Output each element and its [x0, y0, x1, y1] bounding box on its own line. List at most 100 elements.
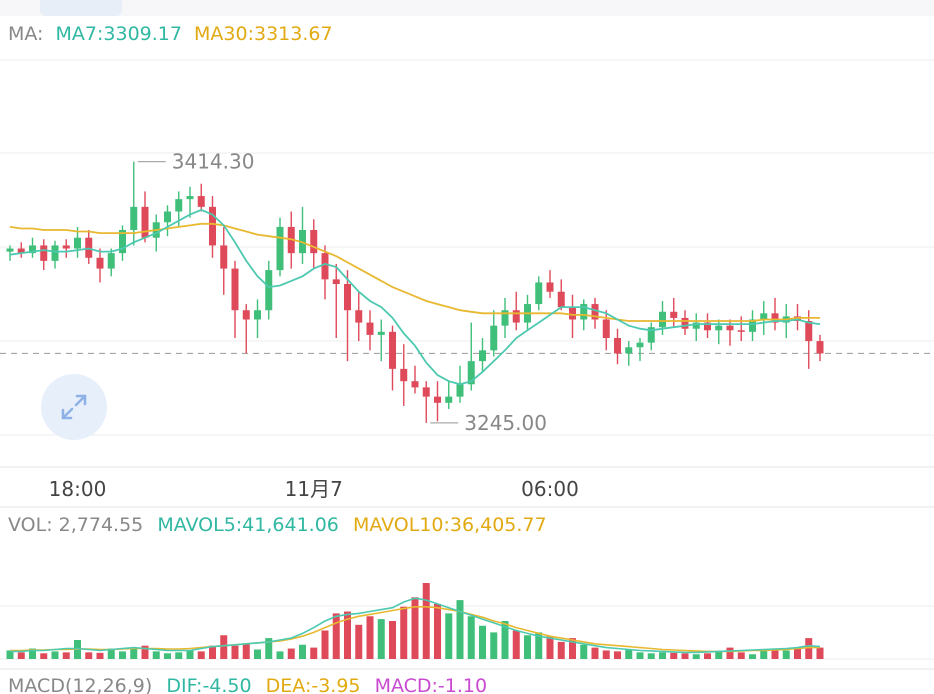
candle-body	[659, 311, 666, 328]
volume-bar	[647, 653, 655, 659]
candle-body	[74, 237, 81, 249]
candle-body	[231, 268, 239, 311]
candle-body	[569, 307, 576, 320]
volume-bar	[299, 644, 306, 659]
volume-bar	[197, 651, 205, 659]
volume-bar	[62, 652, 70, 659]
candle-body	[625, 347, 633, 354]
volume-bar	[625, 649, 633, 659]
volume-bar	[355, 624, 363, 659]
candle-body	[692, 322, 700, 329]
candle-body	[479, 350, 486, 362]
candle-body	[816, 341, 824, 354]
candle-body	[107, 253, 115, 269]
volume-bar	[614, 651, 621, 659]
candle-body	[164, 211, 171, 223]
volume-bar	[692, 654, 700, 659]
candle-body	[276, 226, 284, 271]
candle-body	[726, 325, 734, 331]
x-tick-label: 18:00	[49, 477, 107, 501]
candle-body	[546, 282, 554, 292]
candle-body	[580, 304, 588, 320]
volume-bar	[816, 647, 824, 659]
volume-bar	[344, 611, 351, 659]
macd-value-legend: MACD:-1.10	[375, 675, 488, 694]
candle-body	[647, 327, 655, 343]
top-tab-highlight	[40, 0, 122, 16]
candle-body	[186, 196, 194, 200]
candle-body	[467, 361, 475, 385]
volume-bar	[681, 653, 689, 659]
volume-bar	[186, 650, 194, 659]
volume-bar	[141, 645, 149, 659]
candle-body	[737, 330, 745, 332]
candle-body	[344, 284, 351, 311]
candle-body	[771, 313, 779, 323]
volume-bar	[704, 653, 711, 659]
zoom-button[interactable]	[41, 374, 107, 440]
candle-body	[130, 206, 138, 230]
candle-body	[197, 196, 205, 207]
candle-body	[749, 319, 756, 332]
ma30-legend: MA30:3313.67	[194, 23, 333, 45]
candle-body	[119, 230, 126, 254]
ma7-line	[9, 208, 821, 386]
volume-bar	[794, 647, 801, 659]
volume-bar	[209, 645, 216, 659]
mavol10-legend: MAVOL10:36,405.77	[353, 514, 547, 536]
dif-legend: DIF:-4.50	[166, 675, 251, 694]
volume-bar	[164, 653, 171, 659]
candle-body	[681, 317, 689, 329]
volume-bar	[254, 649, 261, 659]
volume-bar	[659, 652, 666, 659]
candle-body	[400, 368, 408, 382]
volume-bar	[591, 647, 599, 659]
volume-bar	[310, 647, 318, 659]
volume-bar	[771, 649, 779, 659]
volume-bar	[85, 652, 93, 659]
x-tick-label: 06:00	[521, 477, 579, 501]
volume-bar	[40, 653, 48, 659]
volume-bar	[220, 635, 228, 659]
candle-body	[62, 245, 70, 249]
candle-body	[535, 282, 543, 305]
candle-body	[6, 248, 14, 252]
ma30-line	[9, 222, 820, 322]
candle-body	[760, 313, 768, 320]
candle-body	[96, 257, 104, 269]
candle-body	[175, 199, 183, 212]
volume-bar	[411, 597, 419, 659]
volume-bar	[490, 632, 498, 659]
volume-bar	[321, 630, 329, 659]
volume-bar	[479, 625, 486, 659]
volume-bar	[130, 647, 138, 659]
top-strip	[0, 0, 934, 16]
high-label: 3414.30	[172, 150, 255, 174]
candle-body	[445, 396, 453, 403]
high-low-annotations: 3414.30 3245.00	[137, 150, 547, 435]
vol-label: VOL: 2,774.55	[8, 514, 143, 536]
volume-bar	[51, 651, 59, 659]
candle-body	[411, 381, 419, 388]
candle-body	[614, 338, 621, 354]
candle-body	[422, 387, 430, 397]
volume-bar	[569, 638, 576, 659]
price-grid	[0, 59, 934, 508]
volume-bar	[737, 652, 745, 659]
candle-body	[805, 321, 813, 342]
volume-bar	[242, 643, 250, 659]
volume-bar	[265, 638, 273, 659]
volume-bar	[366, 616, 374, 659]
volume-bar	[389, 621, 396, 659]
candle-body	[557, 291, 565, 308]
candle-body	[715, 325, 723, 331]
candle-body	[310, 230, 318, 254]
volume-bar	[231, 645, 239, 659]
candle-body	[355, 310, 363, 323]
macd-legend: MACD(12,26,9) DIF:-4.50 DEA:-3.95 MACD:-…	[8, 675, 487, 694]
candle-body	[141, 206, 149, 238]
volume-bar	[152, 651, 160, 659]
candle-body	[220, 245, 228, 269]
candles-layer	[6, 161, 824, 423]
